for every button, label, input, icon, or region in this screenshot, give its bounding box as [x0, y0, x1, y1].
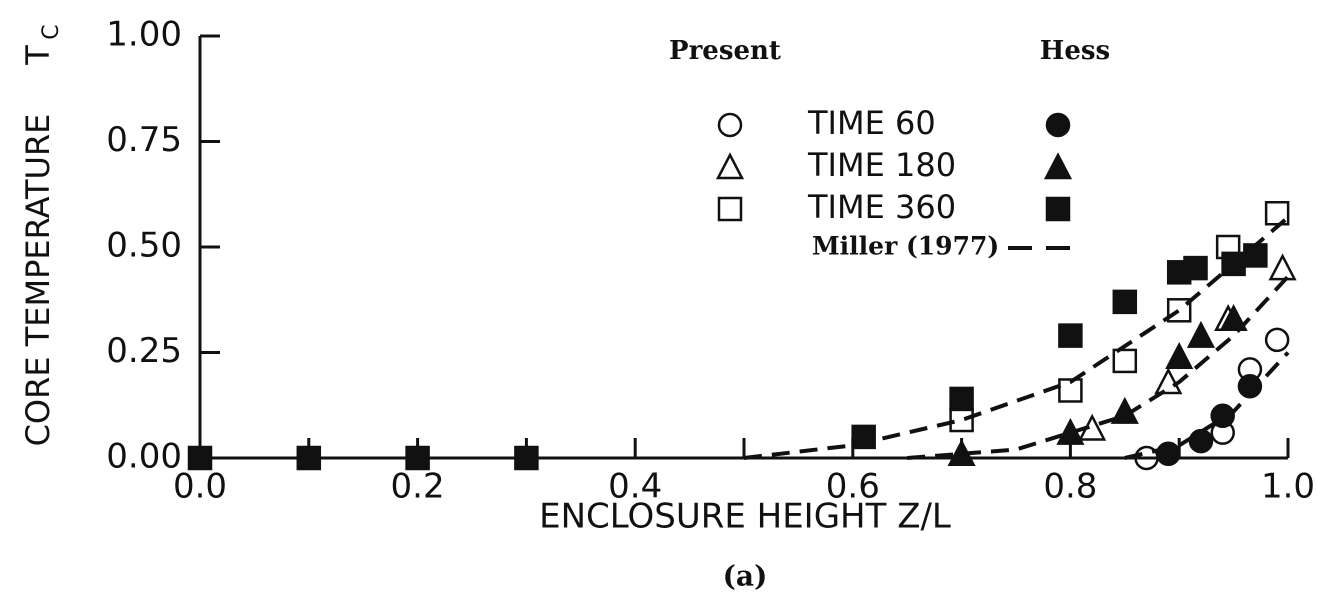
marker-square: [296, 445, 322, 471]
marker-square: [187, 445, 213, 471]
marker-circle: [717, 112, 743, 138]
marker-square: [1045, 196, 1071, 222]
marker-square: [1112, 348, 1138, 374]
y-axis-label: CORE TEMPERATURE: [19, 114, 57, 447]
marker-triangle: [1154, 367, 1183, 395]
marker-square: [1058, 323, 1083, 348]
legend-label: Miller (1977): [812, 232, 999, 261]
marker-square: [514, 445, 539, 471]
marker-triangle: [715, 152, 745, 180]
marker-square: [949, 386, 974, 412]
reference-line: [907, 275, 1290, 460]
marker-triangle: [1186, 320, 1216, 348]
x-tick-label: 0.4: [608, 467, 662, 507]
x-tick-label: 0.8: [1043, 467, 1097, 507]
marker-square: [1183, 255, 1208, 281]
y-tick-label: 0.00: [106, 437, 182, 477]
reference-line: [743, 215, 1290, 460]
x-axis-label: ENCLOSURE HEIGHT Z/L: [539, 497, 951, 537]
marker-circle: [1237, 374, 1263, 399]
y-axis-subscript: C: [39, 24, 64, 39]
marker-square: [717, 196, 743, 222]
y-axis-symbol: T: [19, 45, 57, 66]
marker-triangle: [1043, 152, 1073, 180]
x-tick-label: 0.0: [173, 467, 227, 507]
marker-circle: [1188, 428, 1214, 454]
x-tick-label: 0.6: [826, 467, 880, 507]
y-tick-label: 0.75: [106, 120, 182, 160]
marker-triangle: [1165, 342, 1194, 369]
y-tick-label: 0.50: [106, 226, 182, 266]
legend-label: TIME 360: [807, 188, 956, 226]
legend-header: Hess: [1040, 36, 1110, 66]
marker-square: [1058, 378, 1083, 403]
marker-square: [405, 445, 430, 471]
marker-circle: [1045, 112, 1071, 138]
x-tick-label: 0.2: [391, 467, 445, 507]
marker-triangle: [1268, 253, 1297, 281]
legend-header: Present: [669, 36, 781, 66]
legend-label: TIME 60: [807, 104, 936, 142]
y-tick-label: 0.25: [106, 331, 182, 371]
legend-label: TIME 180: [807, 146, 956, 184]
marker-square: [1112, 289, 1138, 315]
reference-line: [1124, 351, 1290, 460]
y-tick-label: 1.00: [106, 15, 182, 55]
x-tick-label: 1.0: [1261, 467, 1315, 507]
caption: (a): [723, 560, 768, 593]
marker-triangle: [1219, 304, 1248, 331]
marker-circle: [1264, 327, 1290, 353]
marker-square: [1166, 298, 1192, 323]
marker-triangle: [1056, 417, 1085, 445]
y-axis-label-group: CORE TEMPERATURE T C: [19, 24, 64, 446]
